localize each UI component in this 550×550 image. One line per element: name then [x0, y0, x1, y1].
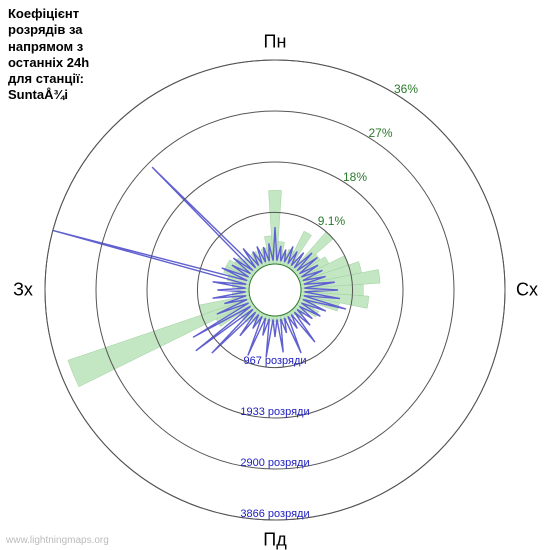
- pct-label: 18%: [343, 170, 367, 184]
- center-hole: [249, 264, 301, 316]
- footer-attribution: www.lightningmaps.org: [6, 535, 109, 546]
- chart-container: Коефіцієнт розрядів за напрямом з останн…: [0, 0, 550, 550]
- compass-label: Пн: [264, 32, 287, 53]
- compass-label: Сх: [516, 280, 538, 301]
- compass-label: Пд: [263, 530, 286, 550]
- abs-label: 967 розряди: [243, 355, 306, 367]
- chart-title: Коефіцієнт розрядів за напрямом з останн…: [8, 6, 89, 104]
- abs-label: 2900 розряди: [240, 457, 309, 469]
- pct-label: 36%: [394, 82, 418, 96]
- compass-label: Зх: [13, 280, 33, 301]
- pct-label: 9.1%: [318, 214, 346, 228]
- abs-label: 3866 розряди: [240, 508, 309, 520]
- pct-label: 27%: [369, 126, 393, 140]
- abs-label: 1933 розряди: [240, 406, 309, 418]
